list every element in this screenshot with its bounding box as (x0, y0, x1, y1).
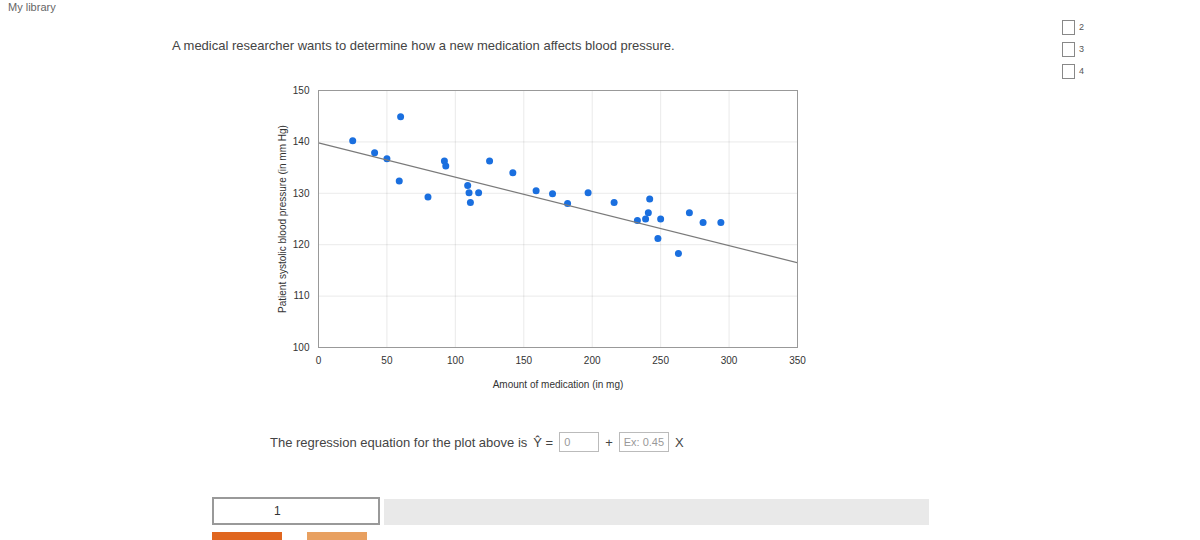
svg-text:100: 100 (293, 342, 310, 353)
html-text:4: 4 (1079, 66, 1084, 76)
svg-text:140: 140 (293, 136, 310, 147)
svg-text:Amount of medication (in mg): Amount of medication (in mg) (493, 379, 624, 390)
svg-text:150: 150 (293, 85, 310, 96)
svg-text:50: 50 (381, 355, 393, 366)
svg-text:120: 120 (293, 239, 310, 250)
svg-text:250: 250 (652, 355, 669, 366)
svg-text:0: 0 (316, 355, 322, 366)
html-text:2: 2 (1079, 22, 1084, 32)
html-text:The regression equation for th: The regression equation for the plot abo… (270, 434, 554, 450)
html-text:0: 0 (564, 436, 571, 448)
svg-text:350: 350 (789, 355, 806, 366)
html-text:3: 3 (1079, 44, 1084, 54)
html-text:Ex: 0.45: Ex: 0.45 (623, 436, 665, 448)
svg-text:200: 200 (584, 355, 601, 366)
html-text:X: X (675, 434, 684, 450)
svg-text:110: 110 (294, 290, 310, 301)
html-text:1: 1 (274, 504, 281, 518)
svg-text:Patient systolic blood pressur: Patient systolic blood pressure (in mm H… (277, 125, 288, 313)
html-text:My library: My library (8, 1, 56, 13)
svg-text:150: 150 (515, 355, 532, 366)
html-text:A medical researcher wants to: A medical researcher wants to determine … (172, 38, 675, 53)
svg-text:130: 130 (293, 188, 310, 199)
svg-text:300: 300 (721, 355, 738, 366)
svg-text:100: 100 (447, 355, 464, 366)
